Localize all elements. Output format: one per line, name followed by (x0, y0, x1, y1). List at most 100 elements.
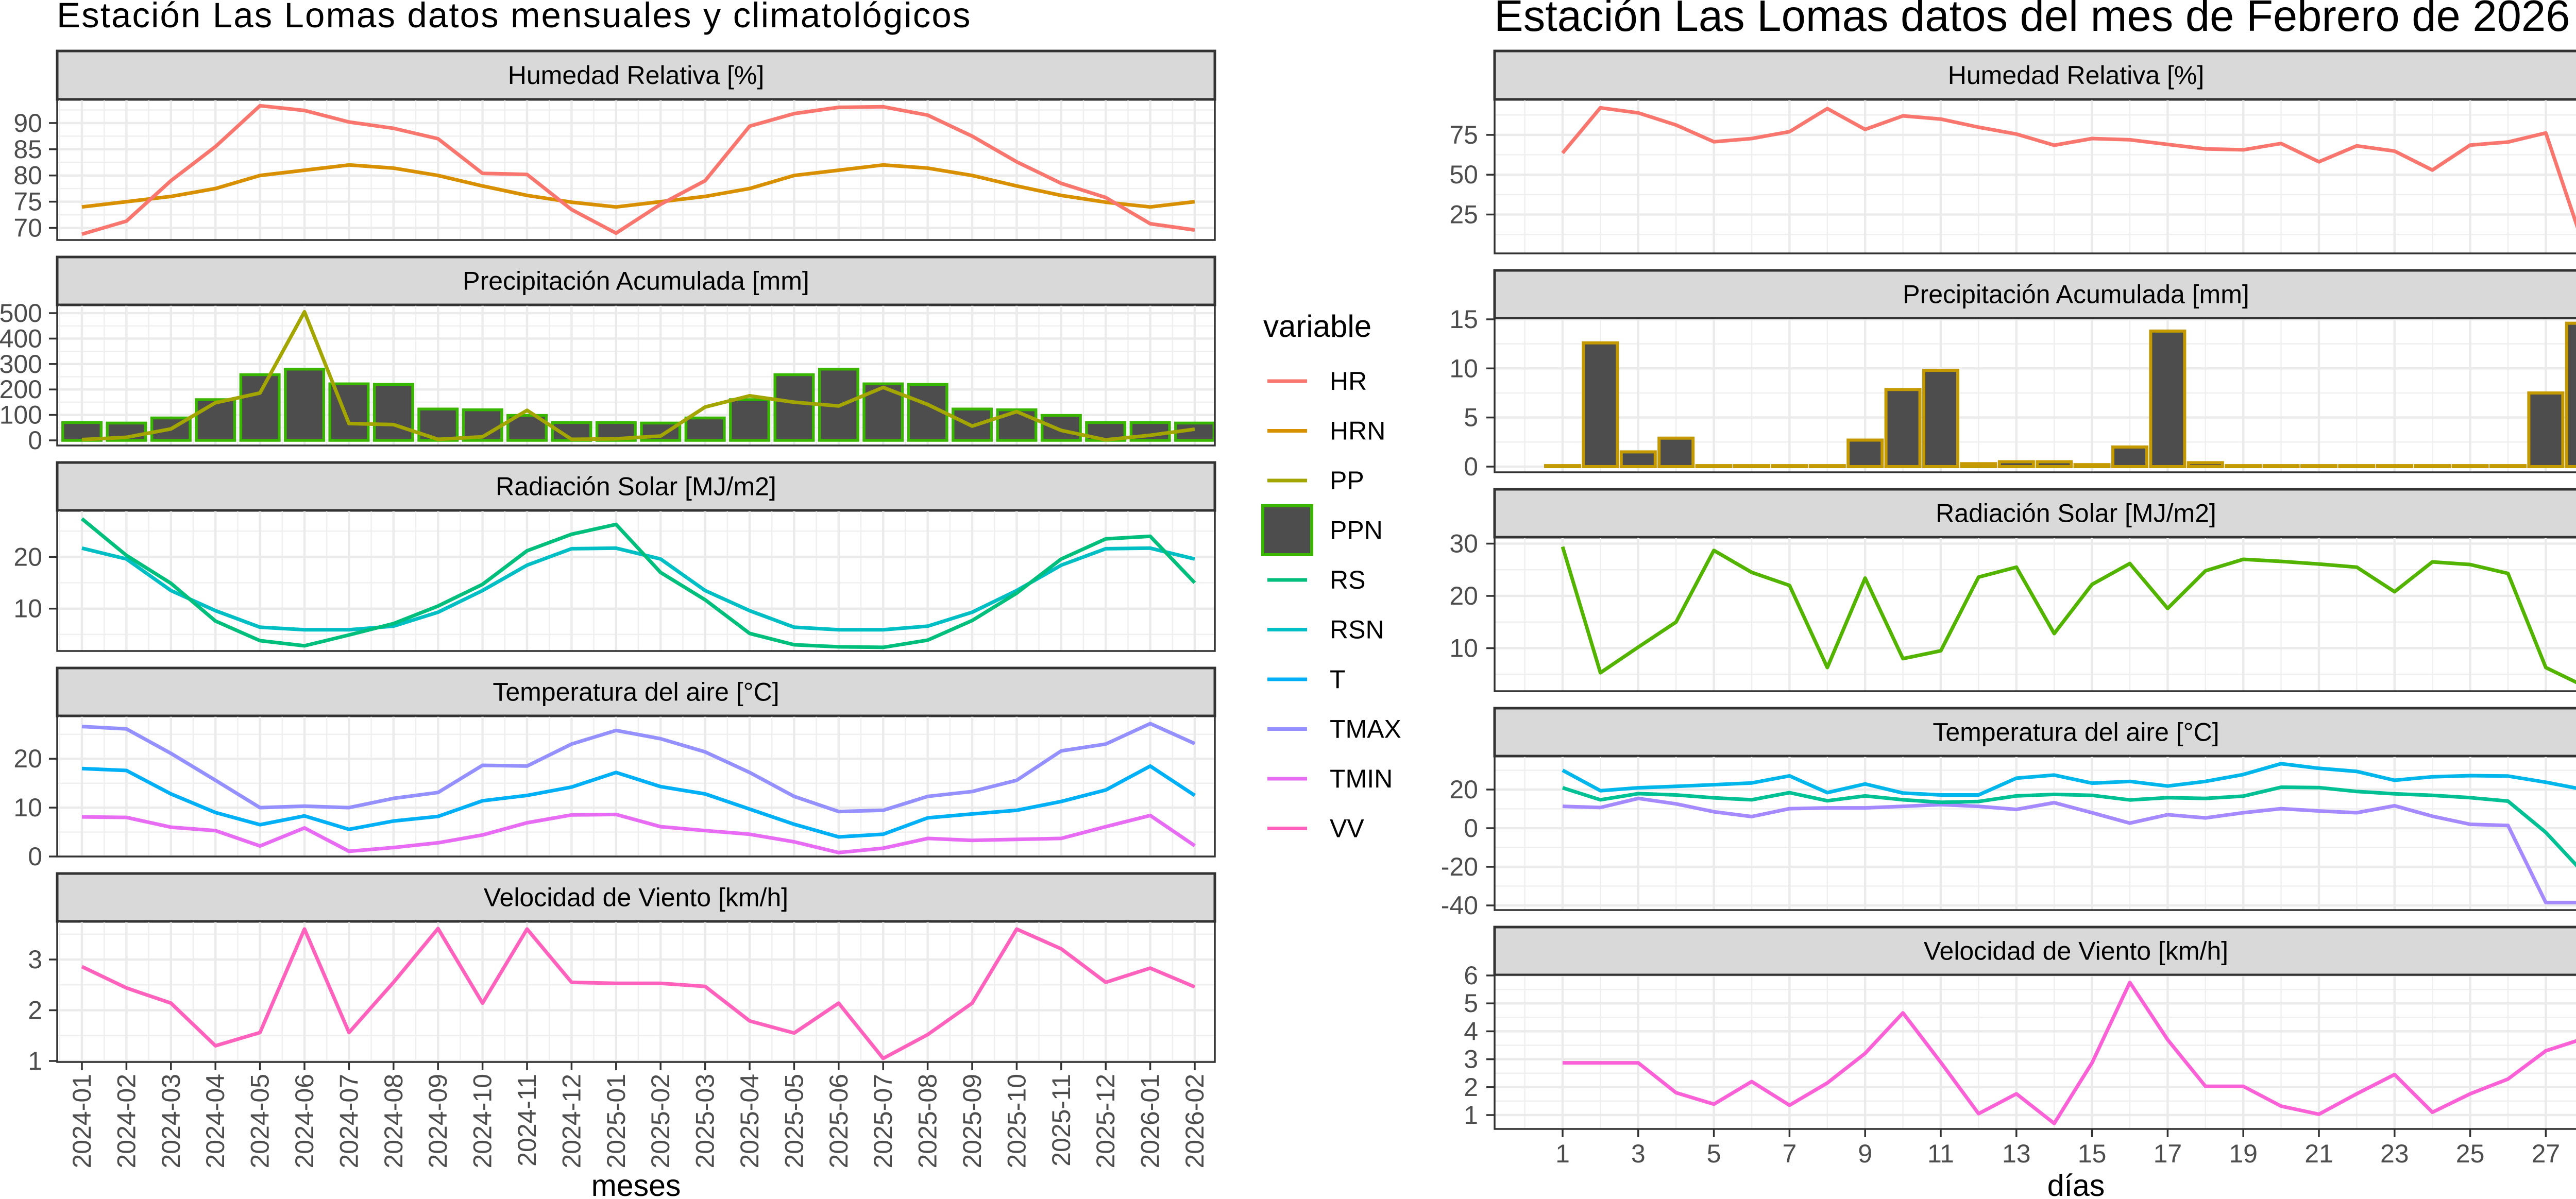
svg-text:Precipitación Acumulada [mm]: Precipitación Acumulada [mm] (1903, 280, 2249, 309)
svg-text:2024-06: 2024-06 (290, 1074, 319, 1169)
svg-text:10: 10 (13, 793, 42, 822)
svg-text:7: 7 (1782, 1139, 1797, 1168)
svg-text:Temperatura del aire [°C]: Temperatura del aire [°C] (493, 678, 779, 707)
svg-text:2025-11: 2025-11 (1047, 1074, 1076, 1167)
svg-text:20: 20 (13, 542, 42, 571)
svg-text:25: 25 (2456, 1139, 2485, 1168)
svg-text:2024-01: 2024-01 (67, 1074, 96, 1169)
svg-text:3: 3 (1631, 1139, 1646, 1168)
svg-text:2024-09: 2024-09 (423, 1074, 452, 1169)
svg-text:200: 200 (0, 375, 42, 404)
svg-text:-40: -40 (1441, 891, 1478, 920)
svg-text:85: 85 (13, 135, 42, 164)
svg-text:días: días (2047, 1169, 2105, 1199)
svg-text:90: 90 (13, 109, 42, 138)
svg-text:T: T (1330, 665, 1346, 694)
svg-text:2024-10: 2024-10 (468, 1074, 497, 1169)
svg-text:RS: RS (1330, 566, 1365, 594)
svg-text:Humedad Relativa [%]: Humedad Relativa [%] (508, 61, 764, 90)
svg-text:2025-10: 2025-10 (1002, 1074, 1031, 1169)
svg-text:Estación Las Lomas datos del m: Estación Las Lomas datos del mes de Febr… (1494, 0, 2570, 41)
svg-text:1: 1 (1555, 1139, 1570, 1168)
svg-text:75: 75 (1449, 121, 1478, 149)
svg-text:50: 50 (1449, 160, 1478, 189)
svg-text:5: 5 (1707, 1139, 1721, 1168)
svg-text:2026-01: 2026-01 (1136, 1074, 1165, 1169)
svg-text:27: 27 (2532, 1139, 2561, 1168)
svg-text:300: 300 (0, 350, 42, 379)
svg-text:5: 5 (1464, 403, 1478, 432)
svg-text:Radiación Solar [MJ/m2]: Radiación Solar [MJ/m2] (1936, 499, 2216, 528)
svg-text:PP: PP (1330, 466, 1364, 495)
svg-text:0: 0 (28, 842, 42, 871)
svg-text:13: 13 (2002, 1139, 2031, 1168)
svg-text:25: 25 (1449, 200, 1478, 229)
svg-text:2025-03: 2025-03 (691, 1074, 720, 1169)
svg-text:2024-04: 2024-04 (201, 1074, 230, 1169)
svg-text:2025-02: 2025-02 (646, 1074, 675, 1169)
svg-text:Velocidad de Viento [km/h]: Velocidad de Viento [km/h] (484, 883, 788, 912)
svg-text:HRN: HRN (1330, 417, 1385, 446)
svg-text:TMIN: TMIN (1330, 764, 1393, 793)
svg-text:2025-08: 2025-08 (913, 1074, 942, 1169)
svg-text:2025-12: 2025-12 (1091, 1074, 1120, 1169)
svg-text:30: 30 (1449, 529, 1478, 558)
svg-text:2025-06: 2025-06 (824, 1074, 853, 1169)
svg-text:100: 100 (0, 401, 42, 430)
svg-text:2025-07: 2025-07 (869, 1074, 897, 1169)
svg-text:2025-04: 2025-04 (735, 1074, 764, 1169)
svg-text:Humedad Relativa [%]: Humedad Relativa [%] (1948, 61, 2204, 90)
svg-text:10: 10 (1449, 634, 1478, 663)
svg-text:0: 0 (28, 426, 42, 455)
svg-text:21: 21 (2304, 1139, 2333, 1168)
svg-text:meses: meses (591, 1169, 681, 1199)
svg-text:3: 3 (1464, 1045, 1478, 1074)
svg-text:20: 20 (13, 744, 42, 773)
svg-text:Radiación Solar [MJ/m2]: Radiación Solar [MJ/m2] (496, 472, 776, 501)
svg-text:2: 2 (28, 996, 42, 1025)
svg-text:RSN: RSN (1330, 615, 1384, 644)
svg-text:19: 19 (2229, 1139, 2258, 1168)
svg-text:17: 17 (2154, 1139, 2182, 1168)
svg-text:Velocidad de Viento [km/h]: Velocidad de Viento [km/h] (1924, 937, 2228, 966)
svg-text:2: 2 (1464, 1073, 1478, 1102)
svg-text:80: 80 (13, 161, 42, 190)
svg-text:0: 0 (1464, 452, 1478, 481)
svg-text:15: 15 (2078, 1139, 2107, 1168)
svg-text:9: 9 (1858, 1139, 1872, 1168)
svg-text:20: 20 (1449, 775, 1478, 804)
svg-text:Estación Las Lomas datos mensu: Estación Las Lomas datos mensuales y cli… (57, 0, 971, 35)
svg-text:PPN: PPN (1330, 516, 1383, 545)
svg-text:70: 70 (13, 214, 42, 243)
svg-text:Temperatura del aire [°C]: Temperatura del aire [°C] (1933, 718, 2219, 747)
svg-text:2025-01: 2025-01 (602, 1074, 631, 1169)
svg-text:0: 0 (1464, 814, 1478, 843)
svg-text:VV: VV (1330, 814, 1364, 843)
svg-text:2024-08: 2024-08 (379, 1074, 408, 1169)
svg-text:HR: HR (1330, 367, 1367, 396)
svg-text:2026-02: 2026-02 (1180, 1074, 1209, 1169)
svg-text:TMAX: TMAX (1330, 715, 1401, 744)
svg-text:15: 15 (1449, 305, 1478, 334)
svg-text:6: 6 (1464, 961, 1478, 990)
svg-text:2025-09: 2025-09 (958, 1074, 987, 1169)
svg-text:500: 500 (0, 299, 42, 328)
svg-text:2024-02: 2024-02 (112, 1074, 141, 1169)
svg-text:3: 3 (28, 945, 42, 974)
svg-text:5: 5 (1464, 989, 1478, 1018)
svg-text:4: 4 (1464, 1017, 1478, 1046)
svg-text:2024-12: 2024-12 (557, 1074, 586, 1169)
svg-text:Precipitación Acumulada [mm]: Precipitación Acumulada [mm] (463, 267, 809, 296)
svg-text:-20: -20 (1441, 852, 1478, 881)
svg-text:variable: variable (1263, 309, 1371, 344)
svg-text:2024-03: 2024-03 (157, 1074, 185, 1169)
svg-text:20: 20 (1449, 581, 1478, 610)
svg-text:2024-07: 2024-07 (334, 1074, 363, 1169)
svg-text:23: 23 (2380, 1139, 2409, 1168)
svg-text:75: 75 (13, 187, 42, 216)
svg-text:2024-11: 2024-11 (513, 1074, 541, 1167)
svg-text:2025-05: 2025-05 (779, 1074, 808, 1169)
svg-text:1: 1 (28, 1047, 42, 1075)
svg-text:10: 10 (13, 594, 42, 623)
svg-text:1: 1 (1464, 1101, 1478, 1129)
